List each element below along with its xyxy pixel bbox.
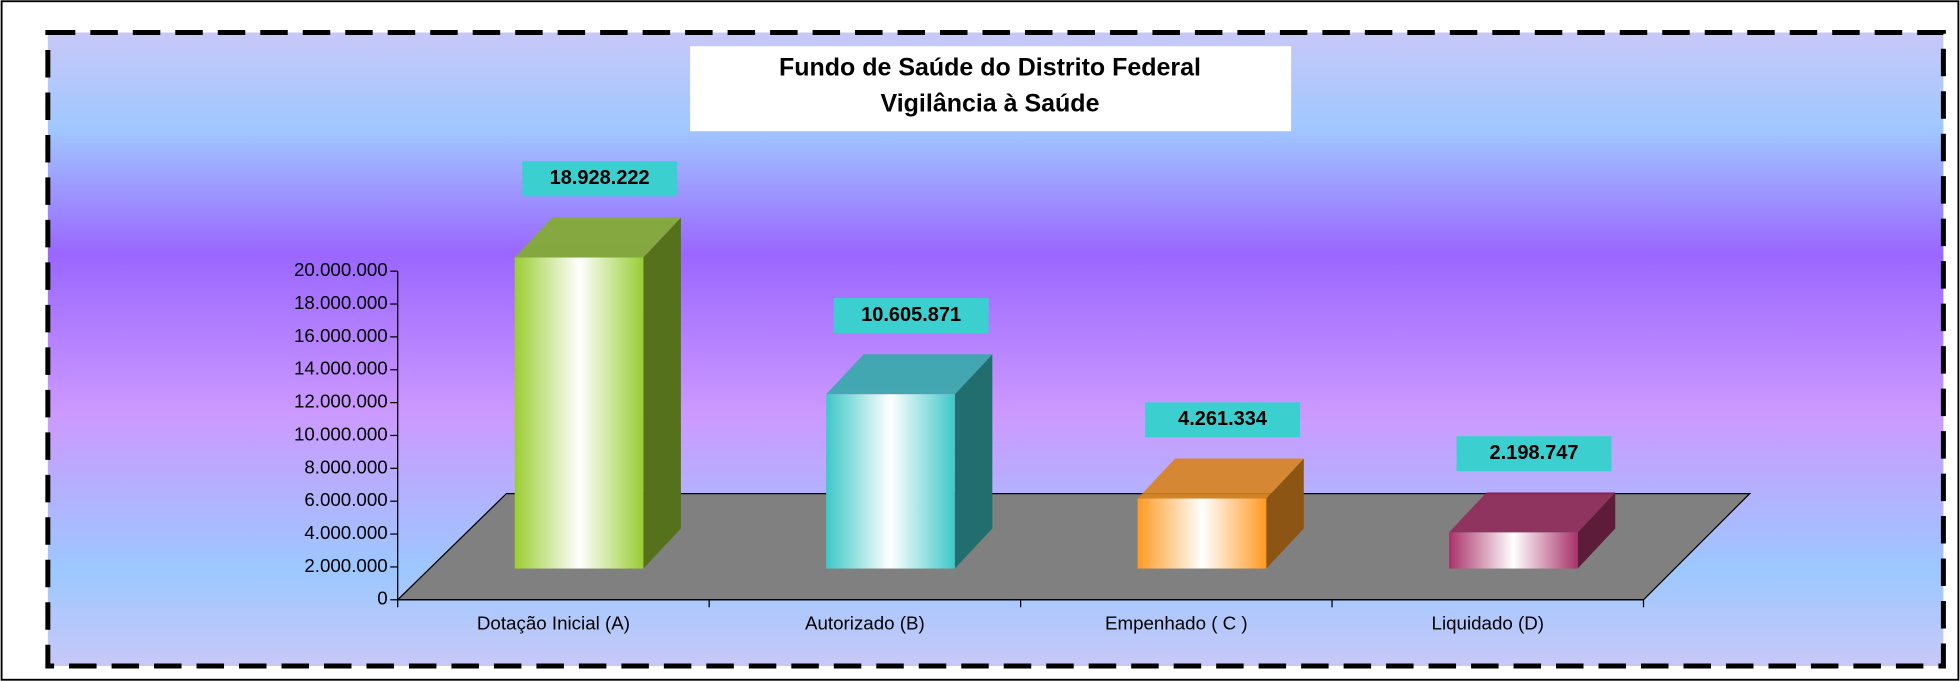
y-tick-label: 10.000.000: [294, 423, 388, 444]
x-tick-label: Empenhado ( C ): [1105, 613, 1248, 634]
bar-side: [1577, 492, 1616, 569]
bar: [826, 394, 955, 569]
y-tick-label: 8.000.000: [304, 456, 387, 477]
chart-title: Vigilância à Saúde: [881, 90, 1100, 118]
y-tick-label: 6.000.000: [304, 489, 387, 510]
bar-side: [1266, 458, 1304, 569]
y-tick-label: 14.000.000: [294, 358, 388, 379]
value-label: 10.605.871: [861, 304, 961, 326]
bar-top: [1137, 458, 1304, 499]
y-tick-label: 20.000.000: [294, 259, 388, 280]
y-tick-label: 0: [377, 588, 387, 609]
bar: [514, 257, 644, 569]
value-label-box: [833, 298, 989, 334]
bar-top: [514, 217, 681, 258]
bar-side: [954, 354, 993, 569]
x-tick-label: Autorizado (B): [805, 613, 925, 634]
x-tick-label: Liquidado (D): [1432, 613, 1544, 634]
bar-top: [1449, 492, 1616, 533]
value-label-box: [522, 161, 678, 197]
y-tick-label: 4.000.000: [304, 522, 387, 543]
value-label-box: [1145, 402, 1301, 438]
y-tick-label: 12.000.000: [294, 391, 388, 412]
bar: [1449, 532, 1578, 569]
chart-title: Fundo de Saúde do Distrito Federal: [779, 53, 1201, 81]
y-tick-label: 2.000.000: [304, 555, 387, 576]
y-tick-label: 18.000.000: [294, 292, 388, 313]
title-box: [690, 46, 1292, 132]
bar: [1137, 498, 1267, 569]
value-label: 4.261.334: [1178, 408, 1267, 430]
value-label: 2.198.747: [1490, 442, 1579, 464]
x-tick-label: Dotação Inicial (A): [477, 613, 630, 634]
bar-side: [643, 217, 681, 569]
value-label: 18.928.222: [550, 167, 650, 189]
bar-top: [826, 354, 993, 395]
y-tick-label: 16.000.000: [294, 325, 388, 346]
value-label-box: [1456, 436, 1612, 472]
